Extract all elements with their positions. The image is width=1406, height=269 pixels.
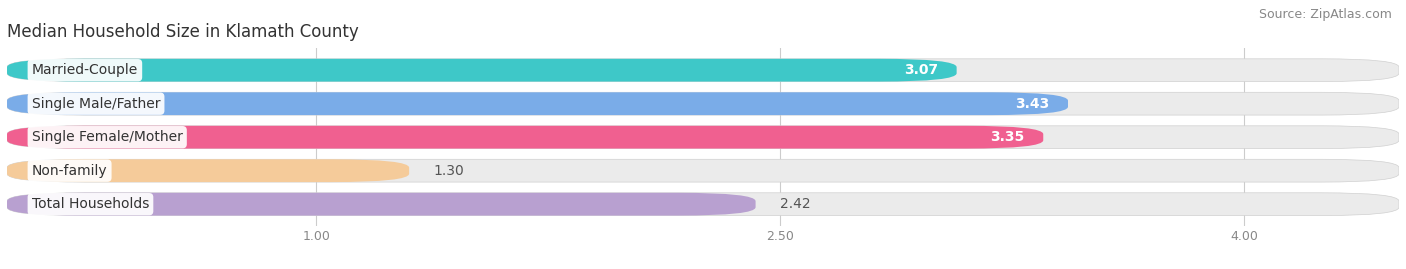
Text: 3.43: 3.43: [1015, 97, 1049, 111]
Text: Non-family: Non-family: [32, 164, 107, 178]
FancyBboxPatch shape: [7, 92, 1069, 115]
FancyBboxPatch shape: [7, 59, 1399, 82]
Text: 3.35: 3.35: [990, 130, 1025, 144]
FancyBboxPatch shape: [7, 59, 956, 82]
FancyBboxPatch shape: [7, 159, 409, 182]
FancyBboxPatch shape: [7, 92, 1399, 115]
FancyBboxPatch shape: [7, 193, 1399, 215]
FancyBboxPatch shape: [7, 159, 1399, 182]
FancyBboxPatch shape: [7, 126, 1043, 148]
FancyBboxPatch shape: [7, 193, 755, 215]
Text: Median Household Size in Klamath County: Median Household Size in Klamath County: [7, 23, 359, 41]
Text: 3.07: 3.07: [904, 63, 938, 77]
Text: 1.30: 1.30: [434, 164, 464, 178]
Text: Single Female/Mother: Single Female/Mother: [32, 130, 183, 144]
Text: Single Male/Father: Single Male/Father: [32, 97, 160, 111]
Text: 2.42: 2.42: [780, 197, 811, 211]
Text: Total Households: Total Households: [32, 197, 149, 211]
Text: Source: ZipAtlas.com: Source: ZipAtlas.com: [1258, 8, 1392, 21]
Text: Married-Couple: Married-Couple: [32, 63, 138, 77]
FancyBboxPatch shape: [7, 126, 1399, 148]
